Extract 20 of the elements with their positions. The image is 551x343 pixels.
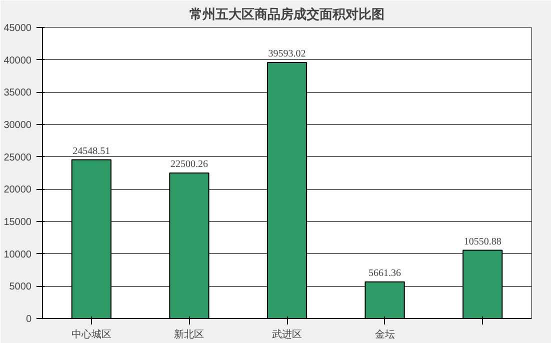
data-label: 39593.02 [268, 48, 306, 60]
y-tick-label: 5000 [9, 282, 32, 293]
x-tick-label: 武进区 [272, 328, 302, 340]
y-tick-label: 0 [26, 314, 32, 325]
y-tick-label: 30000 [4, 120, 32, 131]
chart-title: 常州五大区商品房成交面积对比图 [190, 6, 384, 22]
y-tick-label: 35000 [4, 88, 32, 99]
data-label: 10550.88 [464, 236, 502, 248]
y-tick-label: 25000 [4, 152, 32, 164]
x-tick-label: 金坛 [374, 328, 395, 340]
data-label: 5661.36 [368, 268, 402, 279]
x-tick-label: 新北区 [174, 328, 204, 340]
y-tick-label: 40000 [4, 55, 32, 66]
data-label: 22500.26 [170, 159, 208, 170]
x-tick-label: 中心城区 [71, 328, 112, 340]
data-label: 24548.51 [72, 146, 110, 157]
y-tick-label: 20000 [4, 184, 32, 196]
y-tick-label: 10000 [4, 249, 32, 260]
y-tick-label: 15000 [4, 217, 32, 228]
y-tick-label: 45000 [4, 23, 32, 34]
